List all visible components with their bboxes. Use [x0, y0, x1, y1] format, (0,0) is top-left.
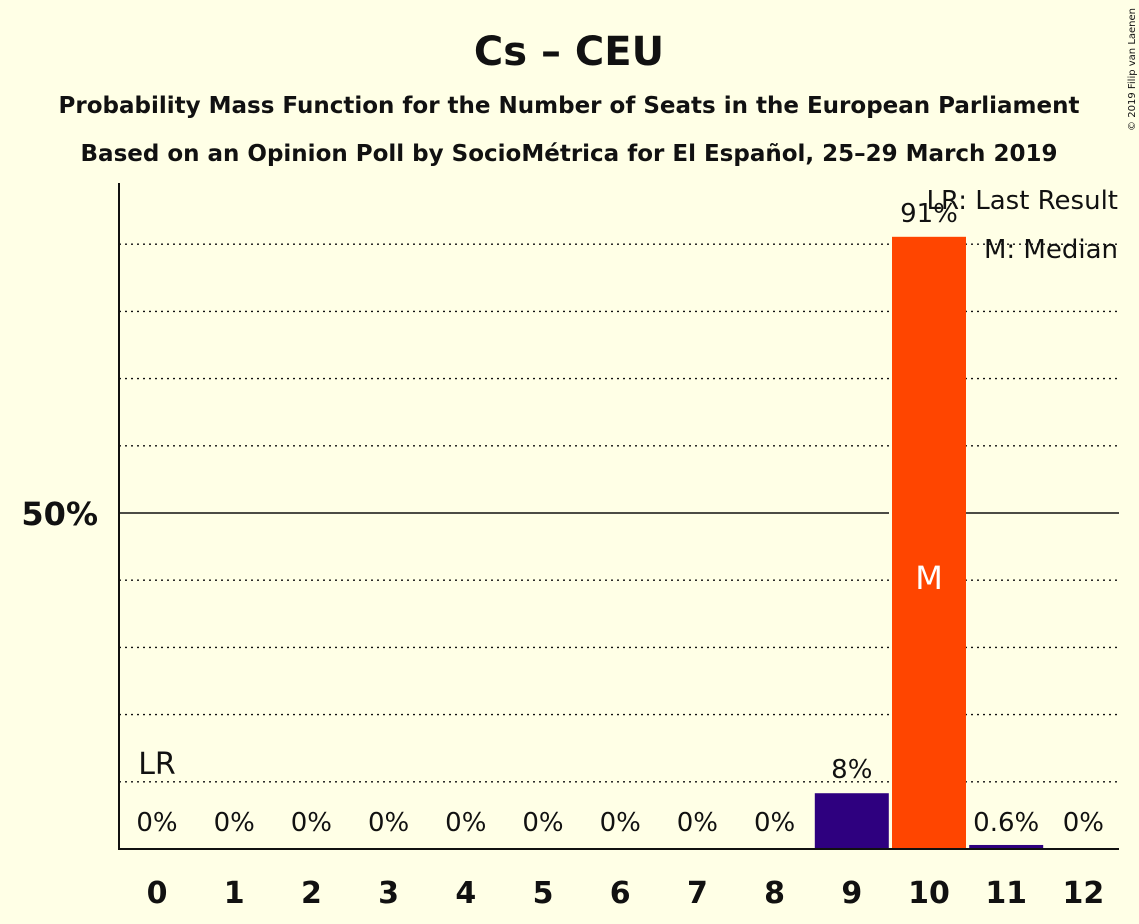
x-tick-label: 3	[378, 876, 399, 911]
x-tick-label: 9	[841, 876, 862, 911]
median-marker: M	[915, 559, 943, 597]
data-label: 0%	[291, 808, 332, 838]
data-label: 0%	[754, 808, 795, 838]
x-tick-label: 12	[1063, 876, 1105, 911]
data-label: 0%	[136, 808, 177, 838]
data-labels: 0 0% 1 0% 2 0% 3 0% 4 0% 5 0% 6 0% 7 0% 8 0% 9 8% 10 91% 11 0.6…	[136, 199, 1104, 911]
x-tick-label: 0	[147, 876, 168, 911]
last-result-marker: LR	[138, 747, 176, 782]
y-tick-label: 50%	[21, 495, 98, 533]
data-label: 0%	[445, 808, 486, 838]
x-tick-label: 1	[224, 876, 245, 911]
data-label: 0%	[522, 808, 563, 838]
bars	[814, 236, 1044, 850]
data-label: 91%	[900, 199, 958, 229]
x-tick-label: 11	[985, 876, 1027, 911]
chart-subtitle-1: Probability Mass Function for the Number…	[59, 93, 1080, 119]
bar-seat-10	[892, 236, 966, 850]
gridlines: 50%	[21, 243, 1119, 783]
data-label: 0%	[214, 808, 255, 838]
bar-seat-9	[814, 793, 889, 849]
data-label: 0%	[600, 808, 641, 838]
legend-median: M: Median	[984, 235, 1118, 265]
chart-subtitle-2: Based on an Opinion Poll by SocioMétrica…	[81, 141, 1058, 167]
x-tick-label: 5	[533, 876, 554, 911]
x-tick-label: 8	[764, 876, 785, 911]
x-tick-label: 6	[610, 876, 631, 911]
data-label: 8%	[831, 755, 872, 785]
data-label: 0%	[368, 808, 409, 838]
bar-seat-11	[969, 844, 1044, 849]
x-tick-label: 4	[455, 876, 476, 911]
legend-last-result: LR: Last Result	[926, 186, 1118, 216]
data-label: 0%	[1063, 808, 1104, 838]
x-tick-label: 7	[687, 876, 708, 911]
data-label: 0.6%	[973, 808, 1039, 838]
x-tick-label: 2	[301, 876, 322, 911]
chart-title: Cs – CEU	[474, 29, 664, 75]
data-label: 0%	[677, 808, 718, 838]
x-tick-label: 10	[908, 876, 950, 911]
copyright-note: © 2019 Filip van Laenen	[1127, 8, 1138, 131]
